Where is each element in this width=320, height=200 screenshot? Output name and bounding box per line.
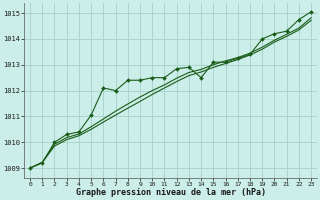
- X-axis label: Graphe pression niveau de la mer (hPa): Graphe pression niveau de la mer (hPa): [76, 188, 266, 197]
